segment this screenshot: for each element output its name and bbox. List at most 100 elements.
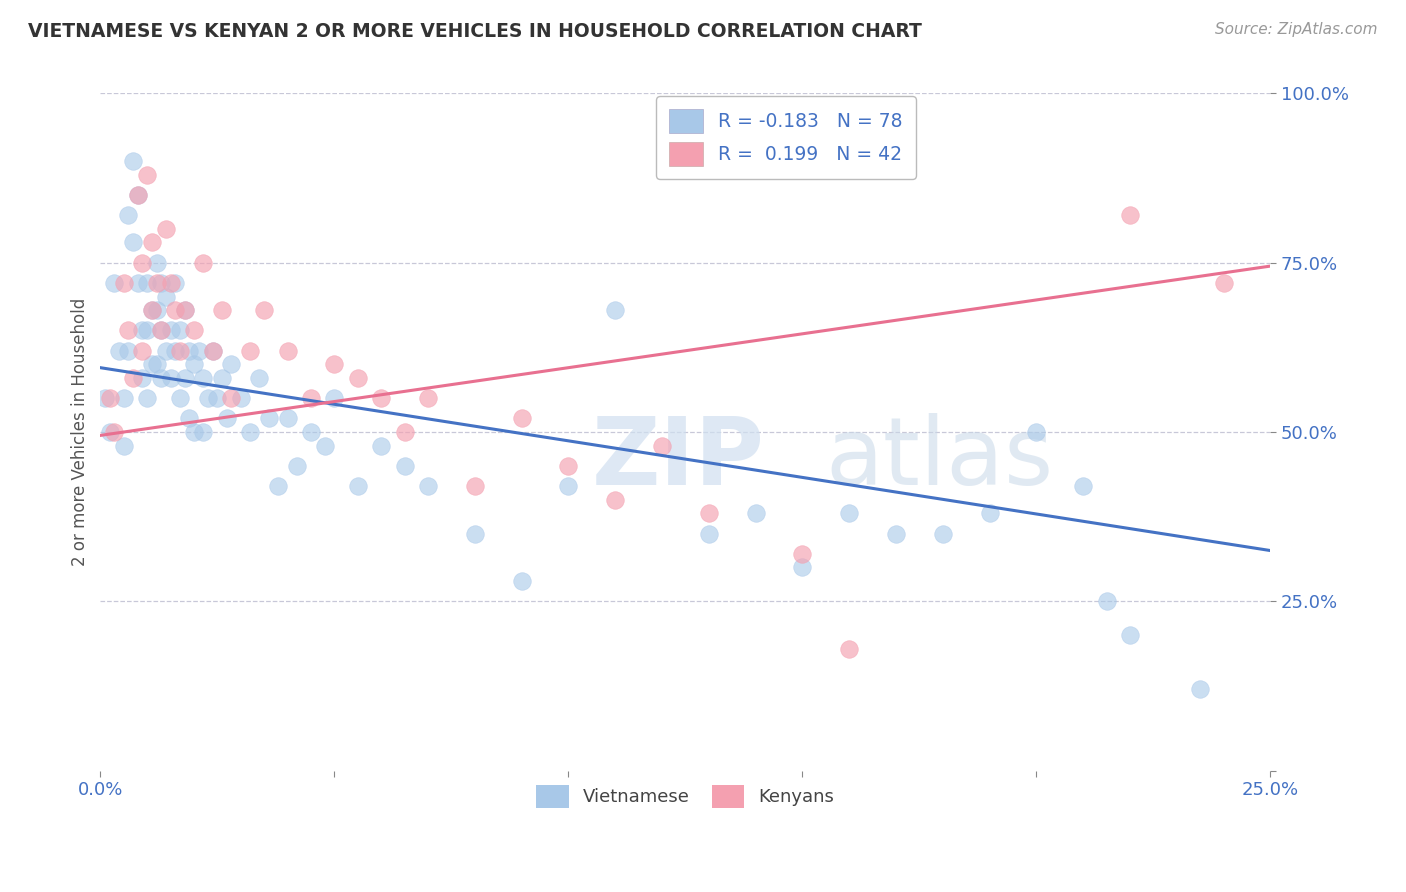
Point xyxy=(697,506,720,520)
Point xyxy=(744,506,766,520)
Point xyxy=(131,323,153,337)
Point xyxy=(932,526,955,541)
Point xyxy=(122,235,145,250)
Point xyxy=(136,323,159,337)
Point xyxy=(239,425,262,439)
Point xyxy=(394,458,416,473)
Point xyxy=(314,439,336,453)
Point xyxy=(117,323,139,337)
Point xyxy=(299,391,322,405)
Point xyxy=(183,323,205,337)
Point xyxy=(557,479,579,493)
Point xyxy=(346,479,368,493)
Point xyxy=(159,276,181,290)
Point xyxy=(127,188,149,202)
Point xyxy=(605,303,627,318)
Point xyxy=(165,276,187,290)
Point xyxy=(323,357,346,371)
Point xyxy=(150,276,173,290)
Point xyxy=(131,371,153,385)
Point xyxy=(211,371,233,385)
Point xyxy=(1095,594,1118,608)
Point xyxy=(884,526,907,541)
Point xyxy=(277,343,299,358)
Point xyxy=(179,343,201,358)
Point xyxy=(249,371,271,385)
Point xyxy=(169,343,191,358)
Point xyxy=(150,371,173,385)
Text: ZIP: ZIP xyxy=(592,413,765,505)
Point xyxy=(112,276,135,290)
Text: Source: ZipAtlas.com: Source: ZipAtlas.com xyxy=(1215,22,1378,37)
Point xyxy=(1025,425,1047,439)
Point xyxy=(179,411,201,425)
Point xyxy=(838,506,860,520)
Point xyxy=(464,479,486,493)
Point xyxy=(193,371,215,385)
Point xyxy=(98,425,121,439)
Point xyxy=(169,323,191,337)
Point xyxy=(277,411,299,425)
Point xyxy=(197,391,219,405)
Point xyxy=(150,323,173,337)
Point xyxy=(510,411,533,425)
Point xyxy=(1212,276,1234,290)
Point xyxy=(159,323,181,337)
Point xyxy=(122,154,145,169)
Point xyxy=(221,357,243,371)
Point xyxy=(370,439,392,453)
Point xyxy=(155,289,177,303)
Point xyxy=(201,343,224,358)
Point xyxy=(323,391,346,405)
Point xyxy=(267,479,290,493)
Point xyxy=(94,391,117,405)
Point xyxy=(792,560,814,574)
Point xyxy=(651,439,673,453)
Point xyxy=(221,391,243,405)
Point xyxy=(173,303,195,318)
Point xyxy=(117,343,139,358)
Point xyxy=(239,343,262,358)
Point xyxy=(141,303,163,318)
Y-axis label: 2 or more Vehicles in Household: 2 or more Vehicles in Household xyxy=(72,298,89,566)
Point xyxy=(1189,682,1212,697)
Point xyxy=(150,323,173,337)
Point xyxy=(285,458,308,473)
Point xyxy=(257,411,280,425)
Point xyxy=(145,276,167,290)
Text: atlas: atlas xyxy=(825,413,1054,505)
Point xyxy=(112,439,135,453)
Point xyxy=(112,391,135,405)
Point xyxy=(838,641,860,656)
Point xyxy=(155,222,177,236)
Point xyxy=(346,371,368,385)
Text: VIETNAMESE VS KENYAN 2 OR MORE VEHICLES IN HOUSEHOLD CORRELATION CHART: VIETNAMESE VS KENYAN 2 OR MORE VEHICLES … xyxy=(28,22,922,41)
Point xyxy=(122,371,145,385)
Point xyxy=(165,343,187,358)
Point xyxy=(173,371,195,385)
Point xyxy=(394,425,416,439)
Point xyxy=(1119,628,1142,642)
Point xyxy=(605,492,627,507)
Legend: Vietnamese, Kenyans: Vietnamese, Kenyans xyxy=(522,771,849,822)
Point xyxy=(416,479,439,493)
Point xyxy=(183,357,205,371)
Point xyxy=(201,343,224,358)
Point xyxy=(165,303,187,318)
Point xyxy=(155,343,177,358)
Point xyxy=(136,276,159,290)
Point xyxy=(1071,479,1094,493)
Point xyxy=(169,391,191,405)
Point xyxy=(131,343,153,358)
Point xyxy=(145,255,167,269)
Point xyxy=(131,255,153,269)
Point xyxy=(183,425,205,439)
Point xyxy=(416,391,439,405)
Point xyxy=(370,391,392,405)
Point xyxy=(557,458,579,473)
Point xyxy=(697,526,720,541)
Point xyxy=(141,235,163,250)
Point xyxy=(127,276,149,290)
Point xyxy=(117,208,139,222)
Point xyxy=(193,255,215,269)
